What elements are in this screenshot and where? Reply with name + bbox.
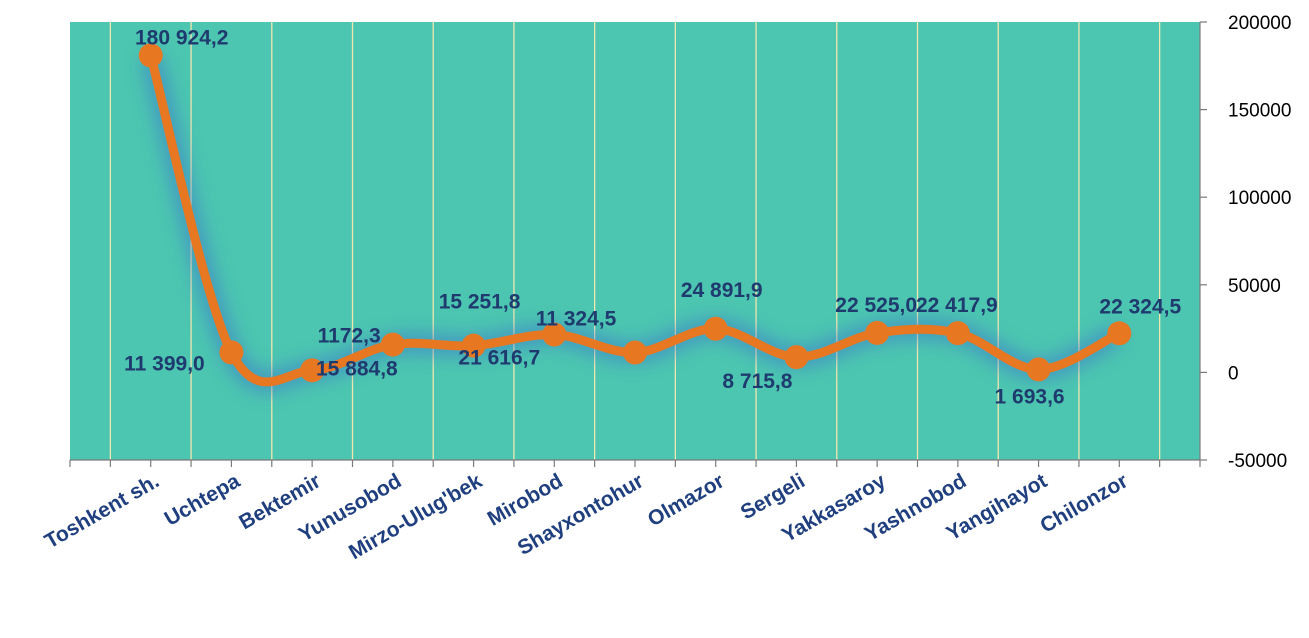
data-point	[945, 321, 970, 346]
data-label: 180 924,2	[135, 26, 228, 49]
data-label: 24 891,9	[681, 279, 763, 302]
x-tick-label: Olmazor	[644, 469, 728, 531]
y-tick-label: 50000	[1228, 276, 1281, 297]
data-point	[623, 340, 647, 365]
series-layer	[138, 43, 1132, 392]
x-tick-label: Chilonzor	[1036, 469, 1131, 537]
data-point	[865, 320, 890, 345]
data-labels: 180 924,2 11 399,0 1172,3 15 884,8 15 251,8 2…	[124, 26, 1181, 408]
data-label: 1172,3	[318, 324, 381, 347]
y-axis-ticks: 200000 150000 100000 50000 0 -50000	[1200, 13, 1291, 472]
data-point	[219, 340, 244, 365]
data-label: 1 693,6	[995, 385, 1065, 408]
y-tick-label: 200000	[1228, 13, 1291, 34]
x-tick-label: Mirzo-Ulug'bek	[345, 469, 486, 564]
data-point	[138, 43, 163, 68]
data-label: 22 525,0	[835, 294, 917, 317]
data-label: 8 715,8	[722, 370, 792, 393]
data-label: 15 884,8	[316, 358, 398, 381]
data-point	[380, 332, 405, 357]
data-label: 22 324,5	[1099, 295, 1181, 318]
data-point	[542, 322, 567, 347]
data-point	[784, 345, 809, 370]
data-label: 21 616,7	[458, 347, 540, 370]
gridlines	[109, 22, 1161, 460]
data-label: 11 399,0	[124, 352, 205, 375]
data-label: 22 417,9	[916, 294, 998, 317]
x-tick-label: Uchtepa	[161, 469, 245, 531]
data-point	[1107, 321, 1132, 346]
data-label: 11 324,5	[536, 308, 617, 331]
x-tick-label: Toshkent sh.	[41, 469, 163, 553]
y-tick-label: 150000	[1228, 101, 1291, 122]
x-axis-ticks: Toshkent sh.UchtepaBektemirYunusobodMirz…	[41, 460, 1201, 564]
data-point	[461, 333, 486, 358]
data-point	[300, 358, 325, 383]
data-label: 15 251,8	[439, 291, 521, 314]
y-tick-label: 0	[1228, 363, 1239, 384]
data-point	[1026, 357, 1051, 382]
y-tick-label: -50000	[1228, 451, 1287, 472]
y-tick-label: 100000	[1228, 188, 1291, 209]
data-point	[703, 316, 728, 341]
